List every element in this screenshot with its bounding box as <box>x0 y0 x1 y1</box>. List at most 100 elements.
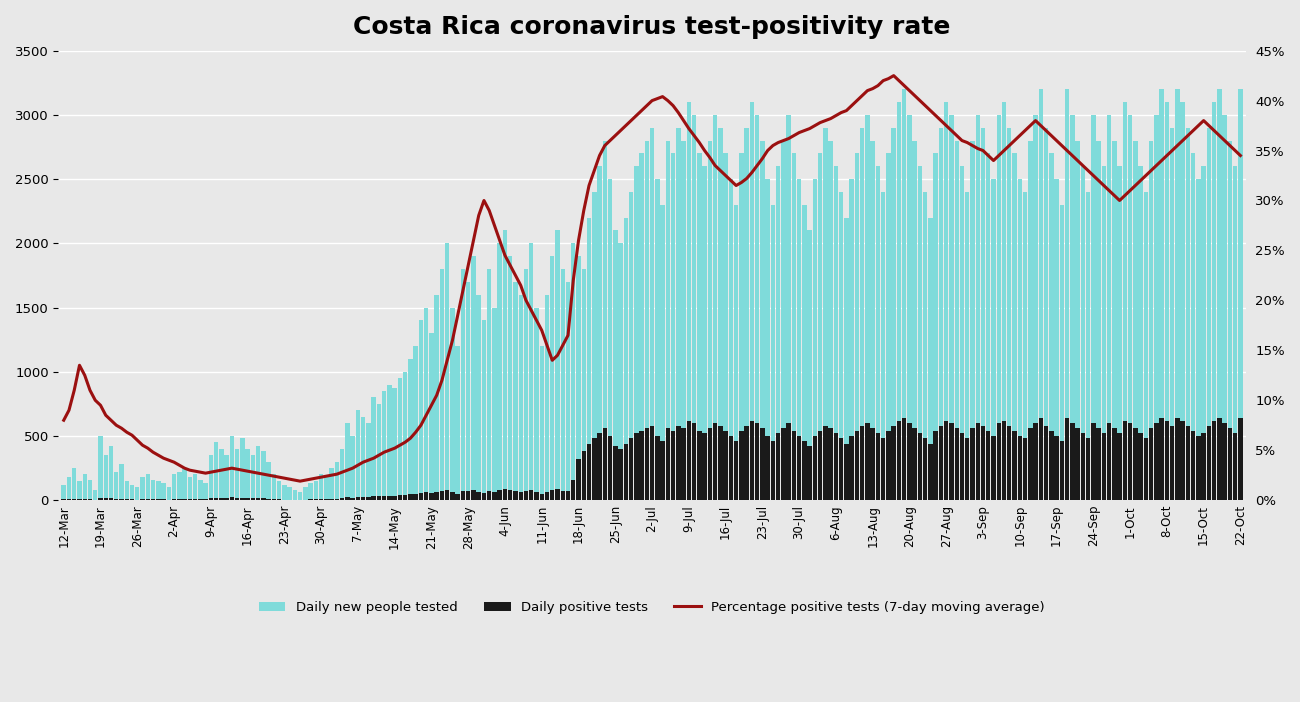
Bar <box>1112 140 1117 500</box>
Bar <box>954 140 959 500</box>
Bar <box>413 494 417 500</box>
Bar <box>104 455 108 500</box>
Bar <box>413 346 417 500</box>
Bar <box>786 423 790 500</box>
Bar <box>408 494 412 500</box>
Bar <box>1227 428 1232 500</box>
Bar <box>1060 441 1063 500</box>
Line: Percentage positive tests (7-day moving average): Percentage positive tests (7-day moving … <box>64 76 1240 481</box>
Bar <box>586 444 592 500</box>
Bar <box>146 499 150 500</box>
Bar <box>939 128 944 500</box>
Bar <box>346 423 350 500</box>
Bar <box>303 487 308 500</box>
Bar <box>1080 433 1086 500</box>
Bar <box>992 436 996 500</box>
Bar <box>1101 433 1106 500</box>
Bar <box>755 115 759 500</box>
Bar <box>571 244 576 500</box>
Bar <box>1134 428 1138 500</box>
Bar <box>251 455 255 500</box>
Bar <box>61 484 66 500</box>
Bar <box>1128 115 1132 500</box>
Bar <box>318 475 324 500</box>
Bar <box>460 491 465 500</box>
Bar <box>734 205 738 500</box>
Bar <box>645 428 649 500</box>
Bar <box>1212 102 1217 500</box>
Bar <box>1160 89 1164 500</box>
Bar <box>72 468 77 500</box>
Bar <box>866 423 870 500</box>
Bar <box>1060 205 1063 500</box>
Bar <box>766 179 770 500</box>
Bar <box>1222 423 1227 500</box>
Bar <box>592 439 597 500</box>
Bar <box>597 433 602 500</box>
Bar <box>702 166 707 500</box>
Bar <box>581 269 586 500</box>
Bar <box>534 492 538 500</box>
Bar <box>1023 439 1027 500</box>
Percentage positive tests (7-day moving average) <box>292 477 308 485</box>
Bar <box>424 307 429 500</box>
Bar <box>203 484 208 500</box>
Bar <box>959 166 965 500</box>
Bar <box>634 166 638 500</box>
Bar <box>393 388 396 500</box>
Bar <box>434 295 439 500</box>
Bar <box>797 179 801 500</box>
Bar <box>650 128 654 500</box>
Bar <box>750 420 754 500</box>
Bar <box>439 491 445 500</box>
Bar <box>740 431 744 500</box>
Bar <box>351 436 355 500</box>
Bar <box>1206 128 1212 500</box>
Bar <box>125 499 129 500</box>
Bar <box>781 428 785 500</box>
Percentage positive tests (7-day moving average) <box>885 72 901 80</box>
Bar <box>1144 192 1148 500</box>
Bar <box>686 420 692 500</box>
Bar <box>498 490 502 500</box>
Bar <box>356 410 360 500</box>
Bar <box>603 428 607 500</box>
Bar <box>419 320 424 500</box>
Bar <box>166 487 172 500</box>
Bar <box>818 431 823 500</box>
Bar <box>918 166 922 500</box>
Bar <box>1160 418 1164 500</box>
Bar <box>524 491 528 500</box>
Bar <box>1212 420 1217 500</box>
Bar <box>844 444 849 500</box>
Bar <box>550 491 555 500</box>
Bar <box>367 497 370 500</box>
Bar <box>1039 418 1043 500</box>
Bar <box>477 492 481 500</box>
Bar <box>997 423 1001 500</box>
Bar <box>807 230 812 500</box>
Bar <box>702 433 707 500</box>
Bar <box>1165 420 1169 500</box>
Bar <box>1201 166 1206 500</box>
Bar <box>1086 439 1091 500</box>
Bar <box>109 446 113 500</box>
Bar <box>1117 433 1122 500</box>
Bar <box>120 464 124 500</box>
Bar <box>287 487 291 500</box>
Bar <box>298 492 303 500</box>
Bar <box>970 428 975 500</box>
Bar <box>881 439 885 500</box>
Bar <box>114 472 118 500</box>
Bar <box>235 449 239 500</box>
Bar <box>555 230 560 500</box>
Bar <box>838 192 844 500</box>
Bar <box>482 493 486 500</box>
Bar <box>292 490 298 500</box>
Bar <box>382 391 386 500</box>
Bar <box>666 140 670 500</box>
Bar <box>645 140 649 500</box>
Bar <box>723 431 728 500</box>
Bar <box>887 431 890 500</box>
Bar <box>1149 140 1153 500</box>
